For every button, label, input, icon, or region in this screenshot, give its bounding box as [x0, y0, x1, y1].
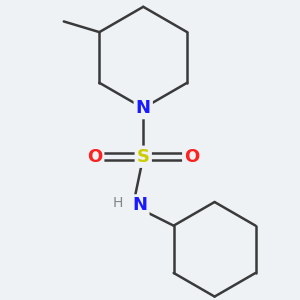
Text: S: S: [137, 148, 150, 166]
Text: O: O: [184, 148, 200, 166]
Text: O: O: [87, 148, 102, 166]
Text: N: N: [136, 99, 151, 117]
Text: H: H: [113, 196, 123, 210]
Text: N: N: [132, 196, 147, 214]
